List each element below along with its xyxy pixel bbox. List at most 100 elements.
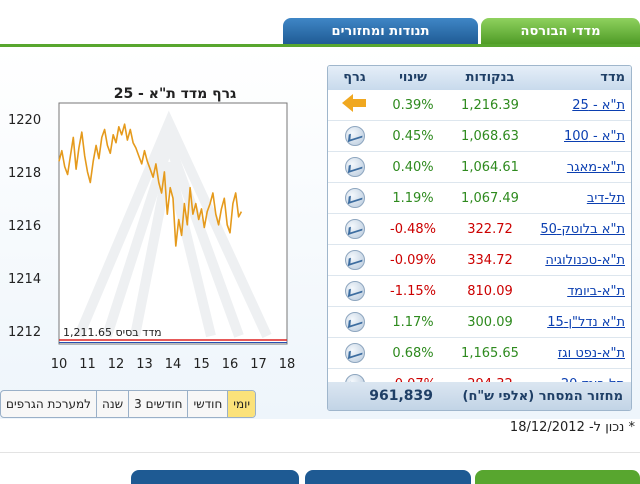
table-row: ת"א-טכנולוגיה 334.72 -0.09% (328, 245, 631, 276)
x-tick-label: 14 (165, 357, 182, 372)
index-link[interactable]: ת"א - 100 (564, 128, 625, 144)
points-cell: 810.09 (467, 283, 513, 299)
period-selector: יומי חודשי 3 חודשים שנה למערכת הגרפים (0, 390, 257, 418)
chart-icon[interactable] (344, 250, 365, 270)
index-link[interactable]: ת"א-טכנולוגיה (545, 252, 625, 268)
chart-icon[interactable] (344, 312, 365, 332)
x-tick-label: 11 (79, 357, 96, 372)
bottom-tab-2[interactable] (305, 470, 471, 484)
table-header: מדד בנקודות שינוי גרף (328, 66, 631, 90)
points-cell: 1,165.65 (461, 345, 519, 361)
chart-icon[interactable] (344, 343, 365, 363)
graph-cell (328, 188, 381, 208)
index-link[interactable]: ת"א-מאגר (566, 159, 625, 175)
index-link[interactable]: ת"א-ביומד (567, 283, 625, 299)
tab-volatility-turnover[interactable]: תנודות ומחזורים (283, 18, 478, 45)
x-tick-label: 18 (279, 357, 296, 372)
index-link[interactable]: ת"א בלוטק-50 (540, 221, 625, 237)
points-cell: 322.72 (467, 221, 513, 237)
index-link[interactable]: תל-דיב (586, 190, 625, 206)
index-name-cell: ת"א-נפט וגז (535, 346, 631, 361)
x-tick-label: 17 (250, 357, 267, 372)
graph-cell (328, 94, 381, 116)
points-cell: 1,216.39 (461, 97, 519, 113)
change-cell: 0.45% (392, 128, 434, 144)
graph-cell (328, 219, 381, 239)
table-row: ת"א-נפט וגז 1,165.65 0.68% (328, 338, 631, 369)
index-name-cell: ת"א בלוטק-50 (535, 222, 631, 237)
period-0[interactable]: יומי (227, 391, 256, 417)
points-cell: 1,068.63 (461, 128, 519, 144)
change-cell: -0.48% (390, 221, 436, 237)
graph-cell (328, 312, 381, 332)
watermark-chevron (130, 161, 216, 338)
chart-icon[interactable] (344, 188, 365, 208)
index-name-cell: ת"א - 25 (535, 98, 631, 113)
table-row: ת"א-ביומד 810.09 -1.15% (328, 276, 631, 307)
table-row: ת"א - 25 1,216.39 0.39% (328, 90, 631, 121)
x-tick-label: 15 (193, 357, 210, 372)
table-row: תל-דיב 1,067.49 1.19% (328, 183, 631, 214)
indices-table: מדד בנקודות שינוי גרף ת"א - 25 1,216.39 0.… (327, 65, 632, 411)
base-label: מדד בסיס 1,211.65 (63, 326, 162, 339)
graph-cell (328, 157, 381, 177)
table-row: ת"א - 100 1,068.63 0.45% (328, 121, 631, 152)
index-name-cell: ת"א-מאגר (535, 160, 631, 175)
graph-cell (328, 343, 381, 363)
index-series-line (58, 123, 243, 247)
chart-icon[interactable] (344, 219, 365, 239)
change-cell: 0.40% (392, 159, 434, 175)
table-body: ת"א - 25 1,216.39 0.39% ת"א - 100 1,068.63 0.… (328, 90, 631, 400)
period-4[interactable]: למערכת הגרפים (6, 397, 92, 411)
turnover-label: מחזור המסחר (אלפי ש"ח) (462, 388, 624, 404)
index-link[interactable]: ת"א - 25 (572, 97, 625, 113)
bottom-tab-3[interactable] (131, 470, 299, 484)
chart-icon[interactable] (344, 281, 365, 301)
change-cell: -0.09% (390, 252, 436, 268)
as-of-date: * נכון ל- 18/12/2012 (509, 420, 635, 435)
chart-icon[interactable] (344, 126, 365, 146)
arrow-left-icon[interactable] (341, 94, 368, 112)
index-name-cell: תל-דיב (535, 191, 631, 206)
table-footer: מחזור המסחר (אלפי ש"ח) 961,839 (328, 382, 631, 410)
points-cell: 1,067.49 (461, 190, 519, 206)
index-name-cell: ת"א-טכנולוגיה (535, 253, 631, 268)
index-name-cell: ת"א - 100 (535, 129, 631, 144)
y-tick-label: 1220 (8, 113, 41, 128)
x-tick-label: 12 (108, 357, 125, 372)
graph-cell (328, 250, 381, 270)
y-tick-label: 1214 (8, 272, 41, 287)
y-tick-label: 1218 (8, 166, 41, 181)
tab-underline (0, 44, 640, 47)
graph-cell (328, 281, 381, 301)
change-cell: 0.68% (392, 345, 434, 361)
y-tick-label: 1212 (8, 325, 41, 340)
index-link[interactable]: ת"א נדל"ן-15 (547, 314, 625, 330)
period-1[interactable]: חודשי (187, 391, 227, 417)
change-cell: 0.39% (392, 97, 434, 113)
header-change: שינוי (399, 70, 427, 85)
y-tick-label: 1216 (8, 219, 41, 234)
period-2[interactable]: 3 חודשים (128, 391, 187, 417)
points-cell: 334.72 (467, 252, 513, 268)
bottom-tab-1[interactable] (475, 470, 640, 484)
x-tick-label: 10 (51, 357, 68, 372)
tab-exchange-indices[interactable]: מדדי הבורסה (481, 18, 640, 45)
index-name-cell: ת"א-ביומד (535, 284, 631, 299)
index-name-cell: ת"א נדל"ן-15 (535, 315, 631, 330)
x-tick-label: 13 (136, 357, 153, 372)
chart-icon[interactable] (344, 157, 365, 177)
table-row: ת"א-מאגר 1,064.61 0.40% (328, 152, 631, 183)
period-3[interactable]: שנה (96, 391, 128, 417)
points-cell: 1,064.61 (461, 159, 519, 175)
graph-cell (328, 126, 381, 146)
turnover-value: 961,839 (369, 388, 433, 404)
watermark-chevron (74, 110, 272, 339)
change-cell: 1.19% (392, 190, 434, 206)
chart-title: גרף מדד ת"א - 25 (113, 86, 237, 102)
header-index: מדד (600, 70, 625, 85)
change-cell: -1.15% (390, 283, 436, 299)
header-graph: גרף (343, 70, 366, 85)
index-link[interactable]: ת"א-נפט וגז (557, 345, 625, 361)
